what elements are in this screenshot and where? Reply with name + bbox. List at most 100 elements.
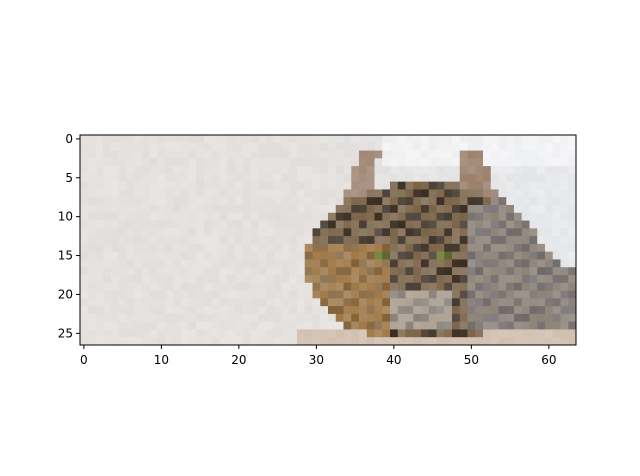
image-pixel — [312, 267, 321, 276]
image-pixel — [545, 337, 554, 346]
image-pixel — [180, 197, 189, 206]
image-pixel — [111, 236, 120, 245]
image-pixel — [475, 243, 484, 253]
image-pixel — [118, 313, 127, 323]
image-pixel — [211, 166, 220, 175]
image-pixel — [351, 236, 360, 245]
image-pixel — [366, 282, 375, 291]
image-pixel — [343, 313, 352, 323]
image-pixel — [405, 166, 414, 175]
image-pixel — [506, 166, 515, 175]
image-pixel — [157, 329, 166, 338]
image-pixel — [211, 142, 220, 151]
image-pixel — [266, 290, 275, 299]
image-pixel — [211, 282, 220, 291]
image-pixel — [266, 181, 275, 190]
image-pixel — [126, 166, 135, 175]
image-pixel — [258, 197, 267, 206]
image-pixel — [521, 181, 530, 190]
image-pixel — [328, 313, 337, 323]
image-pixel — [475, 329, 484, 338]
image-pixel — [165, 290, 174, 299]
image-pixel — [95, 189, 104, 198]
image-pixel — [258, 259, 267, 268]
image-pixel — [266, 236, 275, 245]
image-pixel — [545, 220, 554, 229]
image-pixel — [467, 306, 476, 315]
image-pixel — [103, 220, 112, 229]
pixelated-cat-image — [80, 135, 577, 346]
image-pixel — [568, 298, 577, 307]
image-pixel — [552, 212, 561, 221]
image-pixel — [304, 321, 313, 330]
image-pixel — [405, 306, 414, 315]
image-pixel — [413, 282, 422, 291]
image-pixel — [366, 298, 375, 307]
x-axis-ticks: 0 10 20 30 40 50 60 — [80, 345, 557, 367]
image-pixel — [242, 329, 251, 338]
image-pixel — [483, 212, 492, 221]
image-pixel — [320, 321, 329, 330]
image-pixel — [273, 189, 282, 198]
image-pixel — [165, 150, 174, 159]
image-pixel — [483, 329, 492, 338]
image-pixel — [444, 158, 453, 167]
image-pixel — [180, 173, 189, 183]
image-pixel — [211, 158, 220, 167]
image-pixel — [382, 243, 391, 253]
image-pixel — [273, 158, 282, 167]
image-pixel — [126, 220, 135, 229]
image-pixel — [428, 236, 437, 245]
image-pixel — [211, 135, 220, 144]
image-pixel — [165, 158, 174, 167]
image-pixel — [351, 259, 360, 268]
image-pixel — [335, 298, 344, 307]
image-pixel — [351, 337, 360, 346]
image-pixel — [250, 313, 259, 323]
image-pixel — [405, 228, 414, 237]
image-pixel — [87, 173, 96, 183]
image-pixel — [149, 228, 158, 237]
image-pixel — [506, 337, 515, 346]
image-pixel — [521, 212, 530, 221]
image-pixel — [204, 275, 213, 284]
image-pixel — [506, 243, 515, 253]
image-pixel — [521, 220, 530, 229]
image-pixel — [366, 158, 375, 167]
image-pixel — [95, 197, 104, 206]
image-pixel — [343, 275, 352, 284]
image-pixel — [475, 181, 484, 190]
image-pixel — [390, 166, 399, 175]
image-pixel — [552, 173, 561, 183]
image-pixel — [235, 158, 244, 167]
image-pixel — [118, 181, 127, 190]
image-pixel — [273, 173, 282, 183]
image-pixel — [366, 337, 375, 346]
image-pixel — [180, 212, 189, 221]
image-pixel — [235, 189, 244, 198]
image-pixel — [490, 166, 499, 175]
image-pixel — [428, 259, 437, 268]
image-pixel — [359, 243, 368, 253]
image-pixel — [289, 135, 298, 144]
image-pixel — [351, 298, 360, 307]
image-pixel — [297, 142, 306, 151]
image-pixel — [397, 197, 406, 206]
image-pixel — [227, 150, 236, 159]
image-pixel — [328, 197, 337, 206]
image-pixel — [483, 243, 492, 253]
image-pixel — [405, 298, 414, 307]
image-pixel — [258, 298, 267, 307]
image-pixel — [397, 173, 406, 183]
image-pixel — [95, 337, 104, 346]
image-pixel — [118, 158, 127, 167]
image-pixel — [390, 337, 399, 346]
image-pixel — [405, 243, 414, 253]
image-pixel — [95, 321, 104, 330]
image-pixel — [421, 243, 430, 253]
image-pixel — [529, 321, 538, 330]
image-pixel — [568, 290, 577, 299]
image-pixel — [157, 228, 166, 237]
image-pixel — [297, 267, 306, 276]
